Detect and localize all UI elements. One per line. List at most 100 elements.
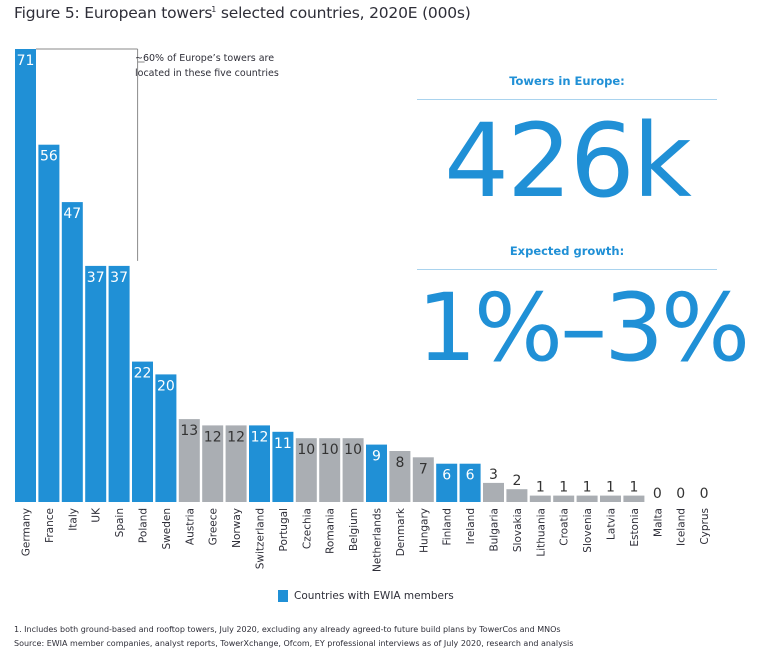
category-label-malta: Malta bbox=[652, 508, 664, 537]
category-label-cyprus: Cyprus bbox=[699, 508, 711, 545]
value-label-croatia: 1 bbox=[559, 480, 568, 496]
bar-portugal bbox=[272, 431, 294, 502]
value-label-sweden: 20 bbox=[157, 378, 175, 394]
category-label-bulgaria: Bulgaria bbox=[489, 508, 501, 552]
category-label-portugal: Portugal bbox=[278, 508, 290, 552]
value-label-denmark: 8 bbox=[395, 455, 404, 471]
value-label-slovenia: 1 bbox=[583, 480, 592, 496]
value-label-norway: 12 bbox=[227, 429, 245, 445]
bar-slovenia bbox=[576, 495, 598, 502]
category-label-czechia: Czechia bbox=[301, 508, 313, 549]
bar-czechia bbox=[295, 438, 317, 502]
bar-sweden bbox=[155, 374, 177, 502]
value-label-italy: 47 bbox=[63, 206, 81, 222]
bar-ireland bbox=[459, 463, 481, 502]
bar-france bbox=[38, 144, 60, 502]
legend: Countries with EWIA members bbox=[278, 590, 454, 602]
category-label-switzerland: Switzerland bbox=[255, 508, 267, 569]
bar-croatia bbox=[553, 495, 575, 502]
value-label-malta: 0 bbox=[653, 486, 662, 502]
value-label-iceland: 0 bbox=[676, 486, 685, 502]
bar-spain bbox=[108, 265, 130, 502]
category-label-greece: Greece bbox=[208, 508, 220, 545]
category-label-slovenia: Slovenia bbox=[582, 508, 594, 553]
towers-heading: Towers in Europe: bbox=[509, 74, 625, 88]
value-label-latvia: 1 bbox=[606, 480, 615, 496]
value-label-switzerland: 12 bbox=[251, 429, 269, 445]
annotation-text: ~60% of Europe’s towers are located in t… bbox=[135, 51, 335, 81]
category-label-france: France bbox=[44, 508, 56, 543]
growth-heading: Expected growth: bbox=[509, 244, 625, 258]
category-label-austria: Austria bbox=[184, 508, 196, 545]
annotation-line-1: ~60% of Europe’s towers are bbox=[135, 53, 275, 64]
bar-poland bbox=[132, 361, 153, 502]
bars-group bbox=[15, 49, 645, 502]
footnote-1: 1. Includes both ground-based and roofto… bbox=[14, 625, 561, 634]
bar-lithuania bbox=[529, 495, 551, 502]
category-label-poland: Poland bbox=[138, 508, 150, 543]
value-label-slovakia: 2 bbox=[512, 473, 521, 489]
value-label-spain: 37 bbox=[110, 270, 128, 286]
category-label-spain: Spain bbox=[114, 508, 126, 537]
category-label-estonia: Estonia bbox=[629, 508, 641, 547]
value-label-germany: 71 bbox=[17, 53, 35, 69]
category-label-belgium: Belgium bbox=[348, 508, 360, 551]
value-label-hungary: 7 bbox=[419, 461, 428, 477]
bar-finland bbox=[436, 463, 458, 502]
annotation-bracket bbox=[36, 48, 145, 261]
value-label-uk: 37 bbox=[87, 270, 105, 286]
category-label-croatia: Croatia bbox=[559, 508, 571, 546]
value-label-france: 56 bbox=[40, 149, 58, 165]
source-note: Source: EWIA member companies, analyst r… bbox=[14, 639, 574, 648]
bar-netherlands bbox=[366, 444, 387, 502]
annotation-line-2: located in these five countries bbox=[135, 68, 279, 79]
legend-swatch-ewia bbox=[278, 590, 288, 602]
category-label-slovakia: Slovakia bbox=[512, 508, 524, 552]
bar-bulgaria bbox=[483, 482, 504, 502]
chart-title-text: Figure 5: European towers bbox=[14, 4, 213, 22]
value-label-greece: 12 bbox=[204, 429, 222, 445]
value-label-ireland: 6 bbox=[466, 468, 475, 484]
category-label-denmark: Denmark bbox=[395, 507, 407, 556]
bar-slovakia bbox=[506, 489, 528, 502]
bar-austria bbox=[178, 419, 200, 502]
category-labels-group: Germany France Italy UK Spain Poland Sweden Aus… bbox=[21, 507, 712, 572]
chart-title-suffix: selected countries, 2020E (000s) bbox=[216, 4, 471, 22]
value-label-portugal: 11 bbox=[274, 436, 292, 452]
category-label-lithuania: Lithuania bbox=[535, 508, 547, 557]
bar-belgium bbox=[342, 438, 364, 502]
category-label-iceland: Iceland bbox=[676, 508, 688, 546]
chart-title: Figure 5: European towers1 selected coun… bbox=[14, 4, 471, 22]
category-label-netherlands: Netherlands bbox=[372, 508, 384, 572]
value-label-estonia: 1 bbox=[629, 480, 638, 496]
category-label-romania: Romania bbox=[325, 508, 337, 554]
value-label-finland: 6 bbox=[442, 468, 451, 484]
bar-norway bbox=[225, 425, 247, 502]
bar-uk bbox=[85, 265, 107, 502]
bar-germany bbox=[15, 49, 36, 502]
category-label-latvia: Latvia bbox=[606, 508, 618, 540]
bar-switzerland bbox=[249, 425, 270, 502]
value-label-czechia: 10 bbox=[297, 442, 315, 458]
category-label-hungary: Hungary bbox=[418, 508, 430, 553]
value-label-cyprus: 0 bbox=[700, 486, 709, 502]
category-label-sweden: Sweden bbox=[161, 508, 173, 550]
bar-denmark bbox=[389, 451, 411, 502]
value-label-lithuania: 1 bbox=[536, 480, 545, 496]
towers-value: 426k bbox=[444, 102, 692, 221]
growth-divider bbox=[417, 269, 717, 270]
category-label-norway: Norway bbox=[231, 508, 243, 548]
bar-estonia bbox=[623, 495, 645, 502]
value-label-romania: 10 bbox=[321, 442, 339, 458]
category-label-ireland: Ireland bbox=[465, 508, 477, 544]
footnote-marker: 1 bbox=[211, 5, 217, 14]
legend-label: Countries with EWIA members bbox=[294, 590, 454, 602]
category-label-finland: Finland bbox=[442, 508, 454, 546]
value-label-belgium: 10 bbox=[344, 442, 362, 458]
bar-greece bbox=[202, 425, 224, 502]
value-label-austria: 13 bbox=[180, 423, 198, 439]
bar-hungary bbox=[412, 457, 434, 502]
towers-divider bbox=[417, 99, 717, 100]
